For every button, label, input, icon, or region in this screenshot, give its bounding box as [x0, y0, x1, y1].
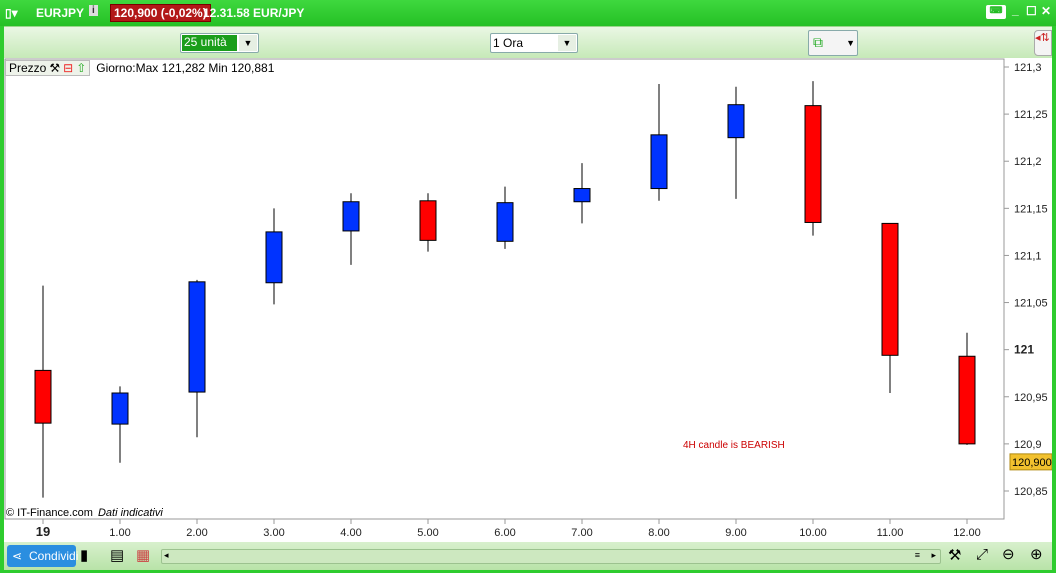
share-label: Condividi	[29, 549, 79, 563]
chevron-down-icon: ▼	[239, 35, 257, 51]
legend-label: Prezzo	[9, 61, 47, 75]
notes-icon[interactable]: ▤	[110, 547, 125, 564]
symbol-label[interactable]: EURJPY	[36, 6, 85, 20]
remove-icon[interactable]: ⊟	[63, 61, 74, 75]
candle-body	[881, 222, 899, 356]
day-range: Giorno:Max 121,282 Min 120,881	[96, 61, 275, 75]
chart-area[interactable]: 121,3 121,25 121,2 121,15 121,1 121,05 121 120,…	[4, 58, 1052, 542]
x-tick-label: 3.00	[263, 527, 284, 539]
timeframe-value: 1 Ora	[493, 36, 524, 50]
toolbar: 25 unità ▼ 1 Ora ▼ ⧉ ▼ ◂⇅	[4, 26, 1052, 58]
indicator-add-icon: ⧉	[813, 34, 823, 50]
plot-frame	[4, 58, 1005, 520]
panel-toggle-icon[interactable]: ◂⇅	[1034, 30, 1052, 56]
y-tick-label: 121,2	[1014, 156, 1042, 168]
x-tick-label: 10.00	[799, 527, 827, 539]
info-icon[interactable]: i	[89, 5, 98, 16]
scroll-left-icon[interactable]: ◂	[164, 550, 169, 560]
candle-style-icon[interactable]: ▮	[80, 547, 89, 564]
grid-icon[interactable]: ▦	[136, 547, 151, 564]
candle-body	[188, 281, 206, 393]
candlestick-icon[interactable]: ▯▾	[5, 6, 18, 20]
indicator-add-button[interactable]: ⧉ ▼	[808, 30, 858, 56]
candle-body	[265, 231, 283, 284]
maximize-icon[interactable]: ☐	[1026, 4, 1037, 18]
zoom-in-icon[interactable]: ⊕	[1030, 546, 1043, 563]
candle-body	[34, 369, 52, 424]
legend-row: Prezzo ⚒ ⊟ ⇧ Giorno:Max 121,282 Min 120,…	[5, 60, 274, 76]
price-legend: Prezzo ⚒ ⊟ ⇧	[5, 60, 91, 76]
x-tick-label: 8.00	[648, 527, 669, 539]
y-tick-label: 120,9	[1014, 439, 1042, 451]
horizontal-scrollbar[interactable]: ◂ ≡ ▸	[161, 549, 941, 564]
share-icon: ⋖	[12, 549, 23, 563]
y-tick-label: 121,05	[1014, 298, 1048, 310]
scroll-right-icon[interactable]: ▸	[931, 550, 936, 560]
y-tick-label: 121,25	[1014, 109, 1048, 121]
candle-body	[650, 134, 668, 190]
time-symbol: 12.31.58 EUR/JPY	[203, 6, 305, 20]
minimize-icon[interactable]: _	[1012, 3, 1019, 17]
chevron-down-icon: ▼	[846, 38, 855, 48]
y-tick-label: 121	[1014, 343, 1034, 357]
wrench-icon[interactable]: ⚒	[49, 61, 61, 75]
y-tick-label: 121,1	[1014, 250, 1042, 262]
x-tick-label: 7.00	[571, 527, 592, 539]
y-tick-label: 121,15	[1014, 203, 1048, 215]
x-tick-label: 12.00	[953, 527, 981, 539]
candlestick-chart[interactable]: 121,3 121,25 121,2 121,15 121,1 121,05 121 120,…	[4, 58, 1052, 542]
price-badge: 120,900 (-0,02%)	[110, 4, 211, 22]
timeframe-select[interactable]: 1 Ora ▼	[490, 33, 578, 53]
x-tick-label: 19	[36, 524, 50, 539]
x-tick-label: 11.00	[877, 527, 904, 539]
candle-body	[727, 104, 745, 139]
x-tick-label: 4.00	[340, 527, 361, 539]
y-tick-label: 120,85	[1014, 486, 1048, 498]
y-tick-label: 121,3	[1014, 62, 1042, 74]
zoom-fit-icon[interactable]: ⤢	[976, 546, 989, 563]
y-tick-label: 120,95	[1014, 392, 1048, 404]
candle-body	[573, 188, 591, 203]
chevron-down-icon: ▼	[558, 35, 576, 51]
annotation-text: 4H candle is BEARISH	[683, 440, 785, 451]
units-value: 25 unità	[182, 35, 237, 51]
x-tick-label: 1.00	[109, 527, 130, 539]
bottom-bar: ⋖ Condividi ▮ ▤ ▦ ◂ ≡ ▸ ⚒ ⤢ ⊖ ⊕	[4, 542, 1052, 570]
x-tick-label: 5.00	[417, 527, 438, 539]
keyboard-icon[interactable]: ⌨	[986, 5, 1006, 19]
candle-body	[342, 201, 360, 232]
move-up-icon[interactable]: ⇧	[76, 61, 87, 75]
share-button[interactable]: ⋖ Condividi	[7, 545, 79, 567]
last-price-label: 120,900	[1012, 457, 1052, 469]
candle-body	[958, 355, 976, 445]
chart-settings-icon[interactable]: ⚒	[948, 547, 962, 564]
candle-body	[111, 392, 129, 425]
title-bar: ▯▾ EURJPY i 120,900 (-0,02%) 12.31.58 EU…	[0, 0, 1056, 26]
x-tick-label: 2.00	[186, 527, 207, 539]
candle-body	[496, 202, 514, 242]
scroll-thumb-icon[interactable]: ≡	[914, 550, 920, 560]
candle-body	[804, 105, 822, 223]
candle-body	[419, 200, 437, 241]
units-select[interactable]: 25 unità ▼	[180, 33, 259, 53]
zoom-out-icon[interactable]: ⊖	[1002, 546, 1015, 563]
x-tick-label: 6.00	[494, 527, 515, 539]
footer-row: © IT-Finance.com Dati indicativi	[6, 507, 163, 519]
close-icon[interactable]: ✕	[1041, 4, 1052, 18]
disclaimer: Dati indicativi	[97, 507, 163, 519]
copyright: © IT-Finance.com	[6, 507, 93, 519]
x-tick-label: 9.00	[725, 527, 746, 539]
last-price-marker	[1009, 453, 1052, 471]
